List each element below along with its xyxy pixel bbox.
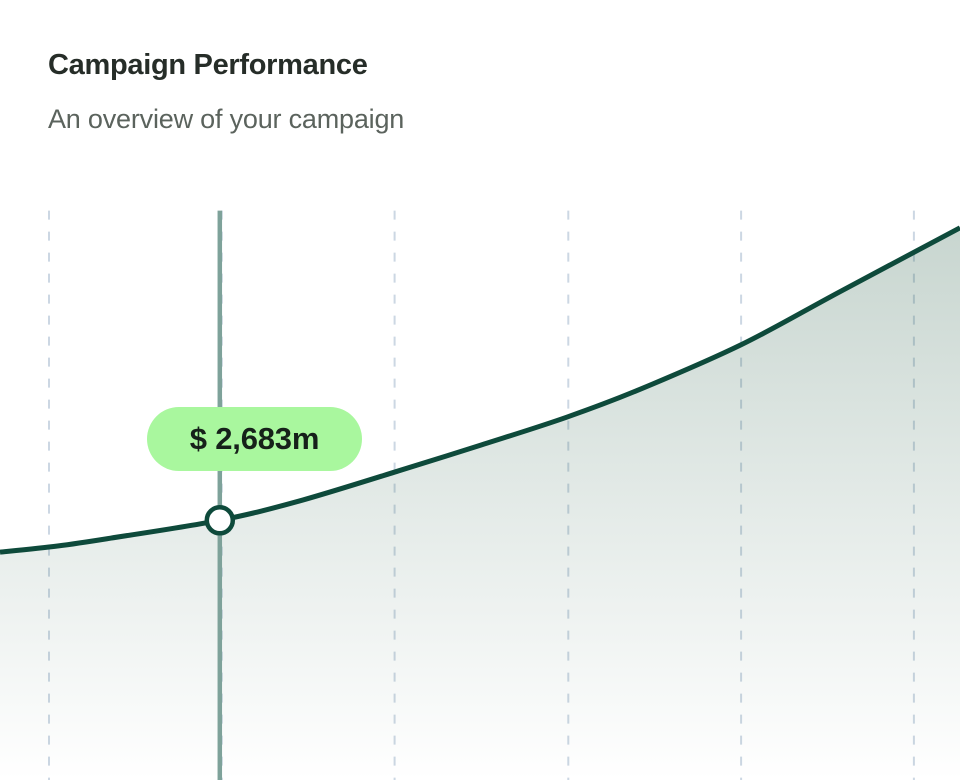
series-line <box>0 225 960 555</box>
value-tooltip: $ 2,683m <box>147 407 362 471</box>
page-subtitle: An overview of your campaign <box>48 104 405 134</box>
card-header: Campaign Performance An overview of your… <box>48 48 404 135</box>
hover-marker[interactable] <box>204 505 236 536</box>
page-title: Campaign Performance <box>48 49 368 81</box>
tooltip-value: $ 2,683m <box>189 421 320 456</box>
area-fill <box>0 227 960 780</box>
